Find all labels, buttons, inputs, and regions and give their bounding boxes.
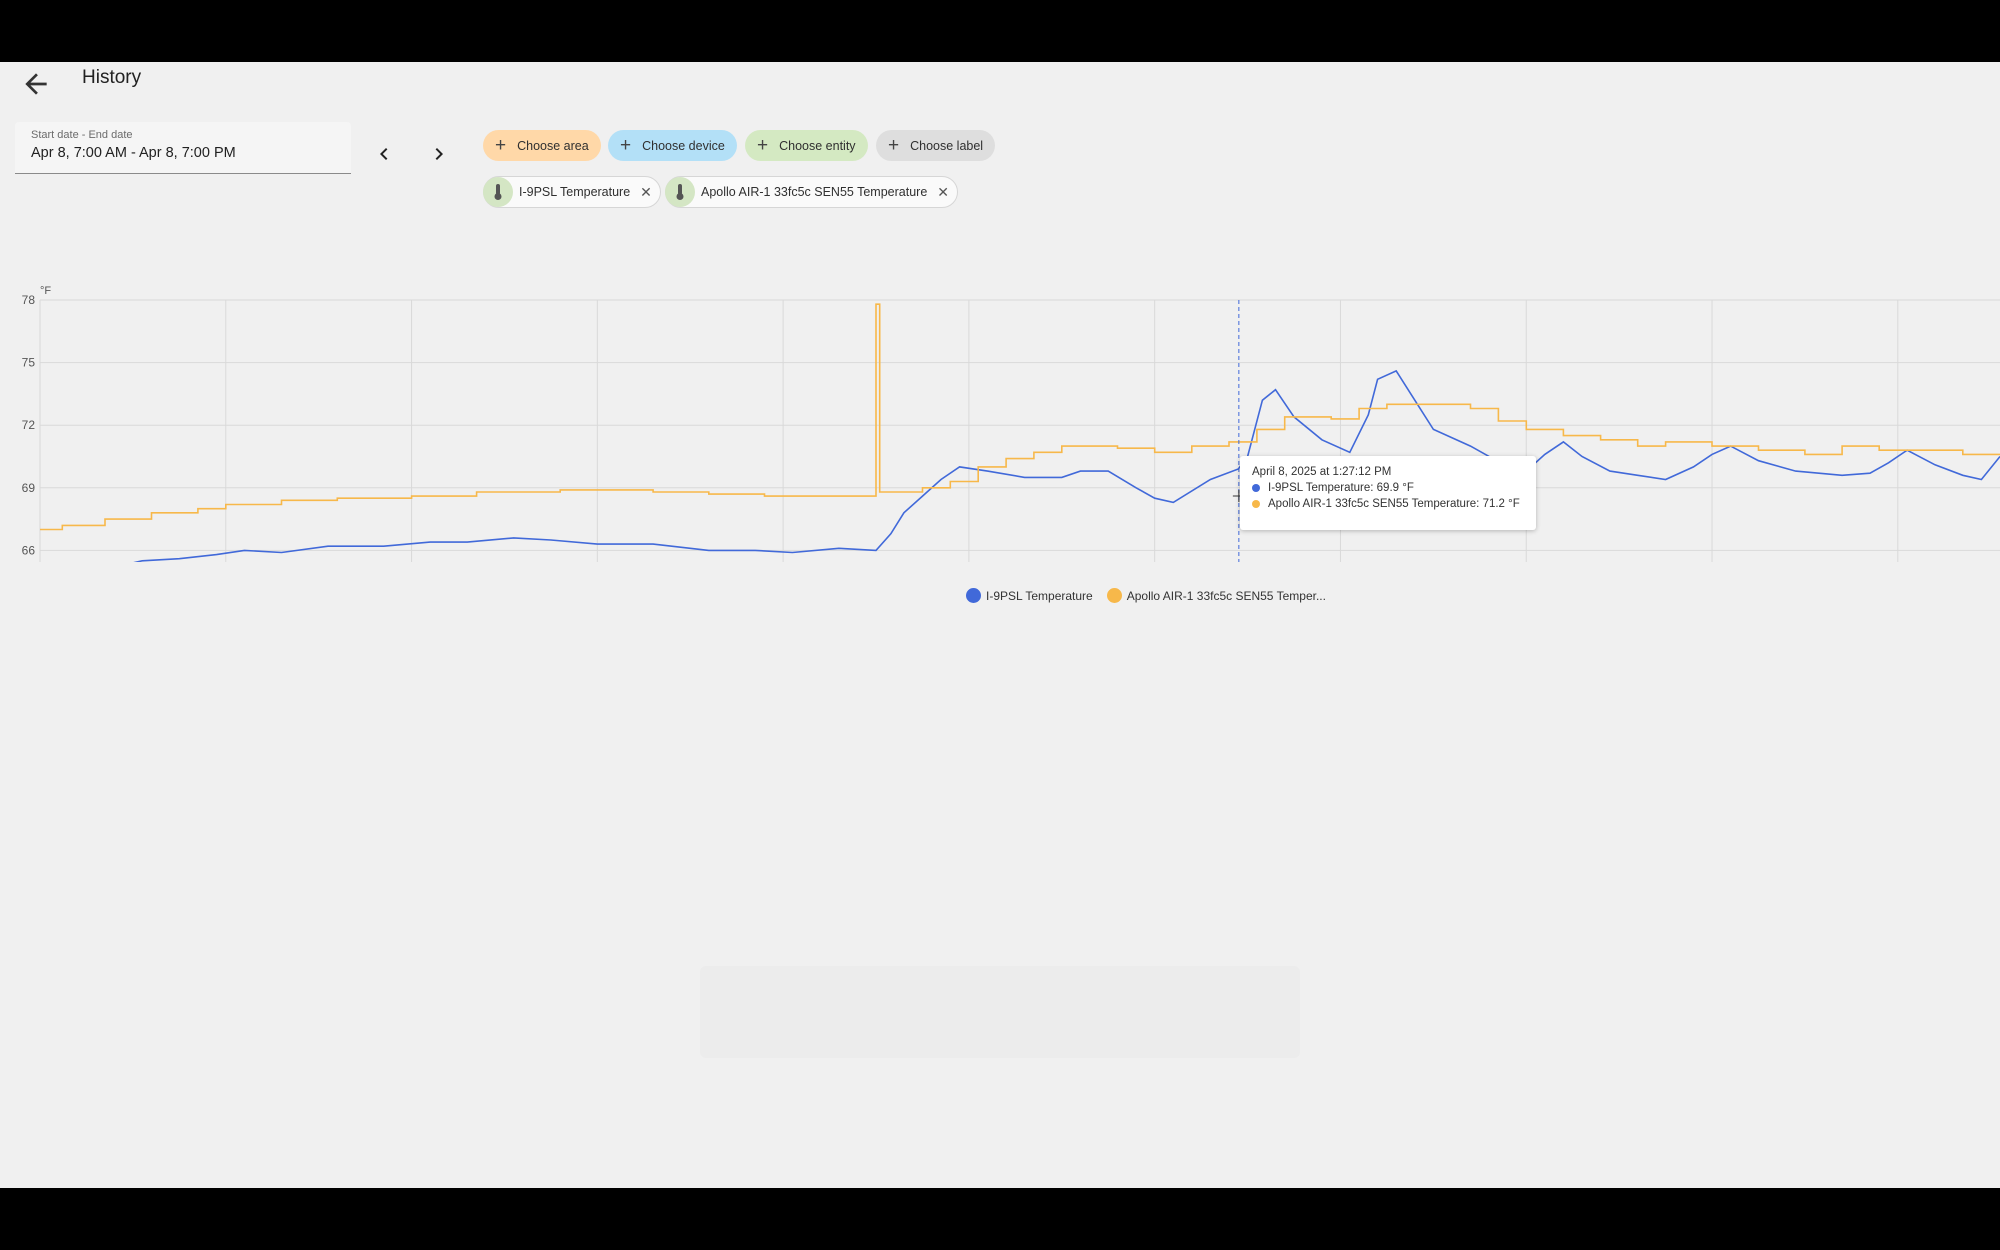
tooltip-value: Apollo AIR-1 33fc5c SEN55 Temperature: 7… xyxy=(1268,498,1520,510)
close-icon[interactable]: ✕ xyxy=(640,183,652,200)
series-dot xyxy=(1252,500,1260,508)
tooltip-time: April 8, 2025 at 1:27:12 PM xyxy=(1252,466,1392,478)
y-tick-label: 75 xyxy=(22,356,36,370)
plus-icon: + xyxy=(495,135,507,156)
chevron-right-icon[interactable] xyxy=(427,142,451,166)
choose-area-chip[interactable]: + Choose area xyxy=(483,130,601,161)
chip-label: Choose area xyxy=(517,138,589,153)
series-dot xyxy=(1252,484,1260,492)
plus-icon: + xyxy=(620,135,632,156)
legend-item-i9psl[interactable]: I-9PSL Temperature xyxy=(966,588,1093,603)
entity-chip-label: I-9PSL Temperature xyxy=(519,185,631,199)
top-app-bar: History xyxy=(0,62,2000,95)
close-icon[interactable]: ✕ xyxy=(937,183,950,200)
history-screen: History Start date - End date Apr 8, 7:0… xyxy=(0,62,2000,1188)
y-tick-label: 78 xyxy=(22,293,36,307)
chevron-left-icon[interactable] xyxy=(372,142,396,166)
chart-legend: I-9PSL Temperature Apollo AIR-1 33fc5c S… xyxy=(966,588,1340,603)
legend-item-apollo[interactable]: Apollo AIR-1 33fc5c SEN55 Temper... xyxy=(1106,588,1326,603)
chip-label: Choose entity xyxy=(779,138,856,153)
y-tick-label: 72 xyxy=(22,418,36,432)
legend-swatch xyxy=(966,588,981,603)
faint-overlay-panel xyxy=(700,966,1300,1058)
entity-chip-apollo[interactable]: Apollo AIR-1 33fc5c SEN55 Temperature ✕ xyxy=(665,176,959,208)
legend-swatch xyxy=(1106,588,1122,603)
date-range-value: Apr 8, 7:00 AM - Apr 8, 7:00 PM xyxy=(31,145,236,161)
chip-label: Choose device xyxy=(642,138,725,153)
history-chart[interactable]: 636669727578°F7:00 AM8:00 AM9:00 AM10:00… xyxy=(0,222,2000,562)
y-tick-label: 66 xyxy=(22,543,36,557)
thermometer-icon xyxy=(665,177,695,207)
tooltip-value: I-9PSL Temperature: 69.9 °F xyxy=(1268,482,1414,494)
choose-label-chip[interactable]: + Choose label xyxy=(876,130,996,161)
entity-chip-i9psl[interactable]: I-9PSL Temperature ✕ xyxy=(483,176,661,208)
y-tick-label: 69 xyxy=(22,481,36,495)
y-axis-unit: °F xyxy=(40,285,51,297)
tooltip-row: Apollo AIR-1 33fc5c SEN55 Temperature: 7… xyxy=(1252,498,1524,510)
choose-entity-chip[interactable]: + Choose entity xyxy=(745,130,868,161)
page-title: History xyxy=(82,67,142,88)
choose-device-chip[interactable]: + Choose device xyxy=(608,130,737,161)
series-line-0 xyxy=(133,369,2000,562)
date-range-picker[interactable]: Start date - End date Apr 8, 7:00 AM - A… xyxy=(15,122,351,174)
legend-label: Apollo AIR-1 33fc5c SEN55 Temper... xyxy=(1126,588,1326,603)
legend-label: I-9PSL Temperature xyxy=(986,588,1093,603)
chart-tooltip: April 8, 2025 at 1:27:12 PM I-9PSL Tempe… xyxy=(1240,456,1536,530)
chip-label: Choose label xyxy=(910,138,984,153)
thermometer-icon xyxy=(483,177,513,207)
date-range-label: Start date - End date xyxy=(31,129,133,141)
arrow-left-icon[interactable] xyxy=(20,68,52,100)
entity-chip-label: Apollo AIR-1 33fc5c SEN55 Temperature xyxy=(701,185,928,199)
plus-icon: + xyxy=(757,135,769,156)
tooltip-row: I-9PSL Temperature: 69.9 °F xyxy=(1252,482,1524,494)
series-line-1 xyxy=(40,303,2000,531)
plus-icon: + xyxy=(888,135,900,156)
